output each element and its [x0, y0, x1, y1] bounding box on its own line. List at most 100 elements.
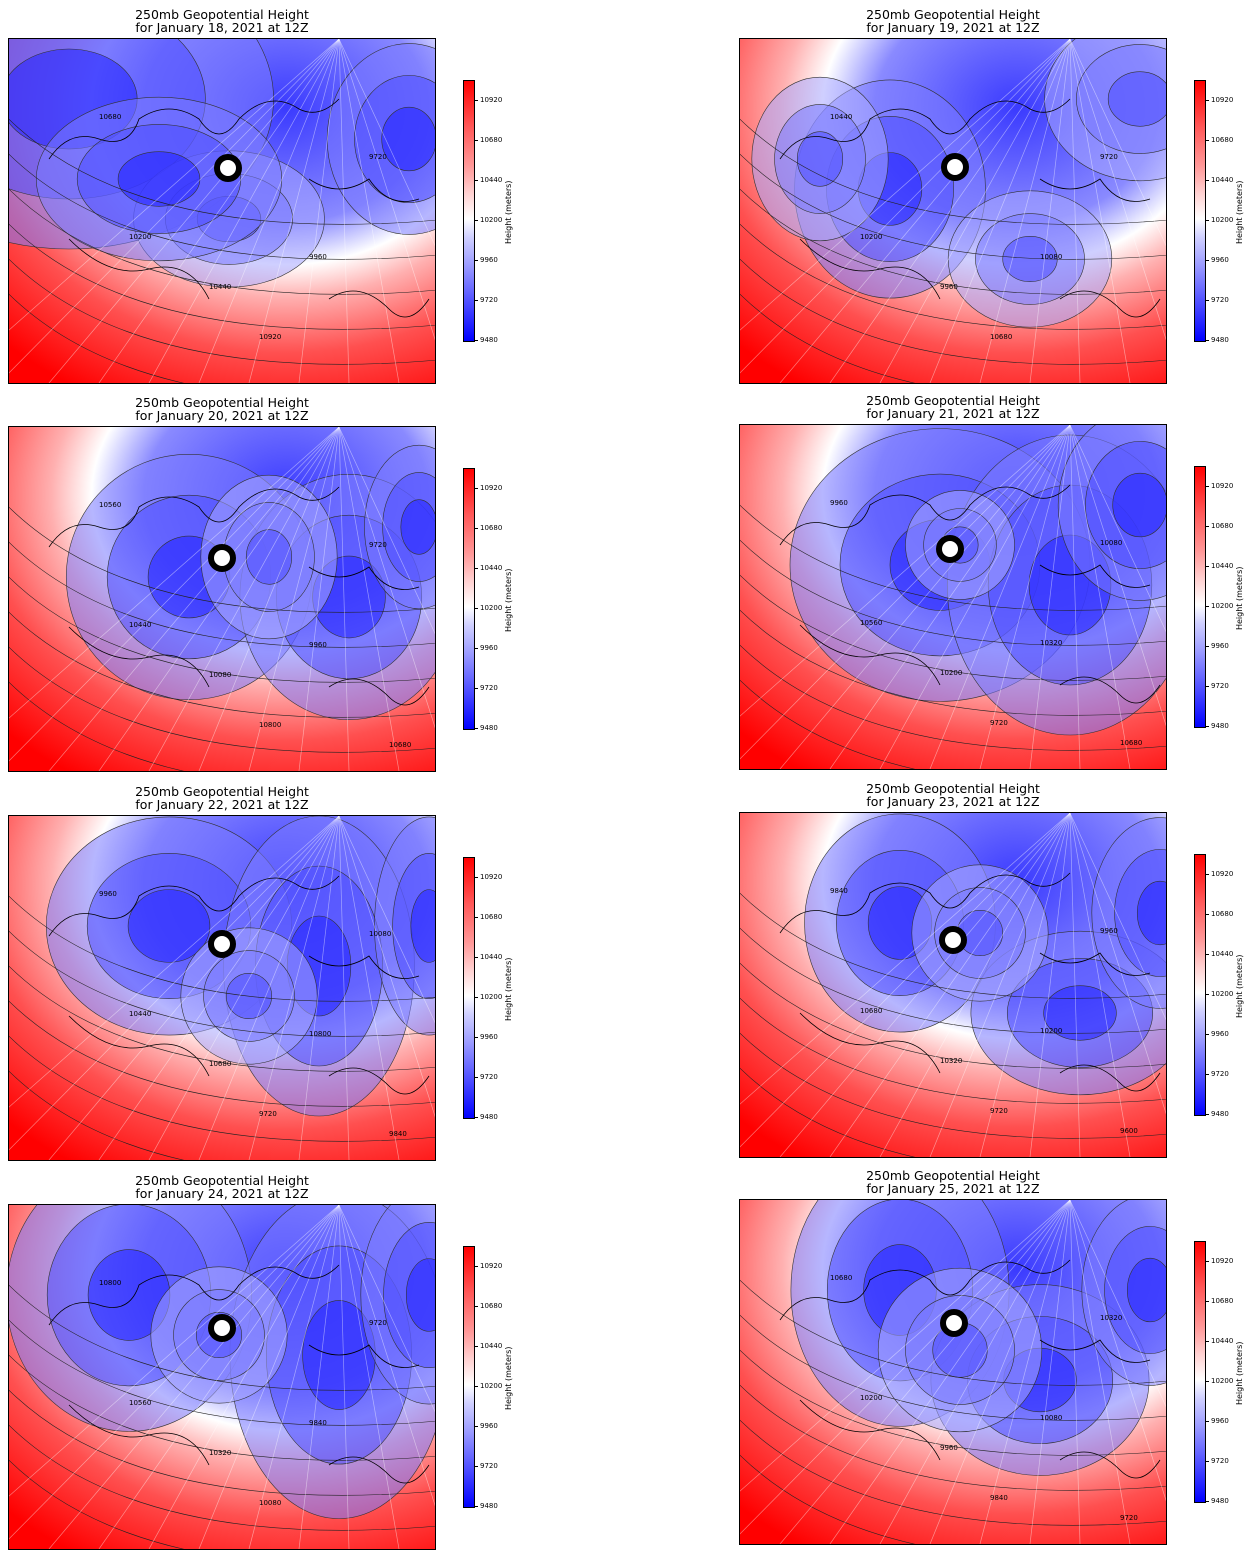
grid-meridian: [740, 813, 1071, 1148]
colorbar-tickmark: [1206, 1074, 1209, 1075]
contour-line: [740, 539, 1166, 646]
colorbar-tick-label: 9960: [1211, 256, 1229, 264]
contour-label: 9720: [369, 153, 387, 161]
colorbar-tickmark: [475, 957, 478, 958]
contour-line: [9, 1319, 435, 1426]
contour-line: [740, 1314, 1166, 1421]
colorbar: [463, 1246, 475, 1508]
colorbar-tick-label: 10200: [480, 216, 503, 224]
colorbar-tickmark: [1206, 340, 1209, 341]
grid-meridian: [879, 1200, 1071, 1544]
panel-title: 250mb Geopotential Height for January 18,…: [8, 8, 436, 34]
grid-meridian: [779, 39, 1071, 383]
grid-meridian: [779, 425, 1071, 769]
colorbar-tickmark: [475, 648, 478, 649]
title-line: 250mb Geopotential Height: [866, 393, 1040, 408]
contour-line: [740, 1454, 916, 1544]
colorbar-tickmark: [475, 917, 478, 918]
location-marker: [214, 154, 242, 182]
colorbar-tickmark: [1206, 1341, 1209, 1342]
grid-meridian: [338, 816, 435, 1118]
contour-line: [740, 679, 916, 769]
colorbar-tickmark: [1206, 1461, 1209, 1462]
grid-meridian: [98, 427, 340, 771]
colorbar-tickmark: [1206, 486, 1209, 487]
colorbar: [463, 80, 475, 342]
colorbar-tick-label: 10440: [1211, 950, 1234, 958]
contour-label: 10320: [209, 1449, 231, 1457]
low-pressure-contour: [410, 889, 435, 963]
colorbar-tickmark: [1206, 1381, 1209, 1382]
grid-meridian: [298, 427, 340, 771]
grid-meridian: [1069, 1200, 1166, 1502]
contour-line: [740, 504, 1166, 611]
colorbar-tick-label: 10680: [480, 524, 503, 532]
colorbar-tick-label: 10440: [480, 176, 503, 184]
colorbar-tick-label: 10920: [1211, 1257, 1234, 1265]
colorbar-label: Height (meters): [504, 957, 513, 1021]
colorbar-tick-label: 9480: [1211, 1110, 1229, 1118]
panel-title: 250mb Geopotential Height for January 24,…: [8, 1174, 436, 1200]
grid-meridian: [148, 816, 340, 1160]
title-line: 250mb Geopotential Height: [135, 395, 309, 410]
contour-label: 9840: [830, 887, 848, 895]
grid-meridian: [979, 813, 1071, 1157]
grid-meridian: [979, 39, 1071, 383]
contour-line: [740, 574, 1166, 681]
colorbar-tickmark: [475, 1037, 478, 1038]
grid-meridian: [740, 813, 1071, 1105]
colorbar-tick-label: 10200: [480, 604, 503, 612]
grid-meridian: [1069, 39, 1131, 383]
contour-label: 9600: [1120, 1127, 1138, 1135]
contour-label: 10080: [369, 930, 391, 938]
colorbar-tickmark: [475, 100, 478, 101]
location-marker: [936, 535, 964, 563]
grid-meridian: [338, 1205, 435, 1507]
colorbar-tick-label: 10920: [480, 484, 503, 492]
map-svg: 10200 9960 10080 9720 10440 10680: [740, 39, 1166, 383]
coastline: [48, 1264, 430, 1484]
contour-label: 10680: [830, 1274, 852, 1282]
grid-meridian: [338, 1205, 435, 1413]
map-svg: 10440 10680 10800 10080 9960 9720 9840: [9, 816, 435, 1160]
grid-meridian: [338, 39, 435, 341]
colorbar-tick-label: 10920: [1211, 482, 1234, 490]
grid-meridian: [48, 427, 340, 771]
grid-meridian: [1069, 1200, 1081, 1544]
colorbar-tick-label: 9960: [480, 1422, 498, 1430]
title-line: 250mb Geopotential Height: [135, 7, 309, 22]
grid-meridian: [740, 39, 1071, 374]
colorbar-tick-label: 9720: [1211, 1457, 1229, 1465]
height-map: 10680 10320 10200 9960 9840 9720 9600: [739, 812, 1167, 1158]
contour-line: [740, 1032, 1166, 1139]
grid-meridian: [338, 1205, 400, 1549]
contour-line: [9, 895, 435, 1002]
coastline: [779, 872, 1161, 1092]
contour-label: 10080: [209, 671, 231, 679]
colorbar-tickmark: [475, 728, 478, 729]
grid-meridian: [929, 1200, 1071, 1544]
colorbar-tick-label: 10440: [1211, 1337, 1234, 1345]
contour-line: [9, 1424, 435, 1531]
colorbar-tickmark: [1206, 140, 1209, 141]
colorbar-tick-label: 9960: [1211, 1030, 1229, 1038]
contour-label: 10080: [1040, 1414, 1062, 1422]
grid-meridian: [9, 39, 340, 331]
grid-meridian: [929, 39, 1071, 383]
colorbar-tickmark: [1206, 646, 1209, 647]
grid-meridian: [1069, 1200, 1131, 1544]
colorbar-tickmark: [475, 180, 478, 181]
grid-meridian: [338, 816, 435, 1024]
colorbar-tickmark: [1206, 300, 1209, 301]
colorbar-label: Height (meters): [1235, 566, 1244, 630]
low-pressure-contour: [381, 106, 435, 172]
grid-meridian: [1029, 425, 1071, 769]
contour-label: 9720: [1100, 153, 1118, 161]
contour-line: [740, 1349, 1166, 1456]
colorbar-tick-label: 9480: [1211, 722, 1229, 730]
low-pressure-contour: [1107, 71, 1166, 127]
colorbar: [463, 857, 475, 1119]
colorbar-tickmark: [1206, 260, 1209, 261]
grid-meridian: [48, 39, 340, 383]
colorbar-tick-label: 9480: [480, 724, 498, 732]
